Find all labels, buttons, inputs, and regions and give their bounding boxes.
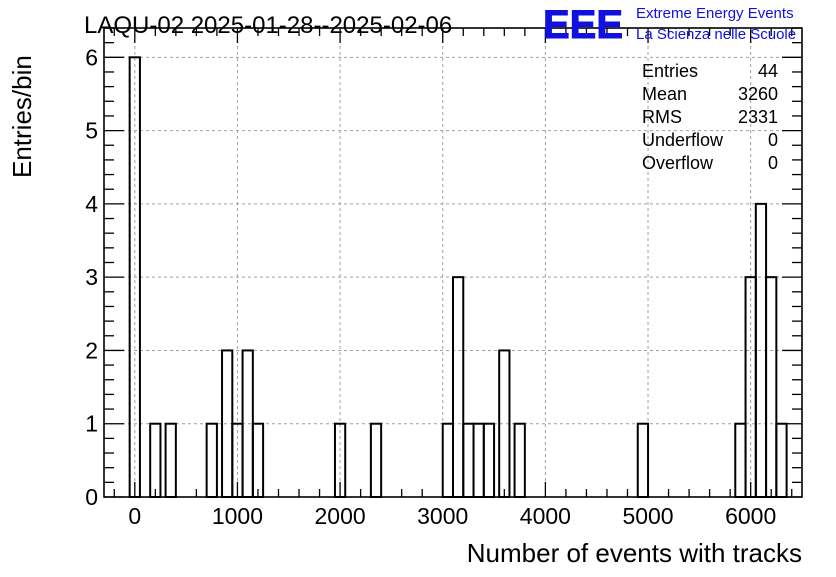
histogram-bar <box>452 276 465 498</box>
histogram-bar <box>636 422 650 498</box>
x-tick-label: 4000 <box>520 503 571 529</box>
eee-logo-text: EEE <box>543 3 623 47</box>
y-tick-label: 2 <box>85 337 98 363</box>
histogram-bar <box>441 422 454 498</box>
x-axis-label: Number of events with tracks <box>467 538 802 568</box>
stat-label-entries: Entries <box>642 61 698 81</box>
y-tick-label: 0 <box>85 484 98 510</box>
stat-label-rms: RMS <box>642 107 682 127</box>
x-tick-label: 2000 <box>315 503 366 529</box>
y-tick-label: 1 <box>85 411 98 437</box>
stats-box: Entries 44 Mean 3260 RMS 2331 Underflow 0 Overfl… <box>642 61 778 173</box>
x-tick-label: 1000 <box>212 503 263 529</box>
logo-line-1: Extreme Energy Events <box>636 5 794 22</box>
y-tick-label: 3 <box>85 264 98 290</box>
histogram-bar <box>251 422 265 498</box>
histogram-bar <box>164 422 177 498</box>
y-tick-label: 5 <box>85 118 98 144</box>
histogram-bar <box>472 422 485 498</box>
stat-label-underflow: Underflow <box>642 130 724 150</box>
histogram-bar <box>205 422 218 498</box>
histogram-bar <box>765 276 778 498</box>
histogram-bar <box>149 422 162 498</box>
stat-value-mean: 3260 <box>738 84 778 104</box>
histogram-bar <box>369 422 383 498</box>
x-tick-label: 5000 <box>622 503 673 529</box>
histogram-bar <box>734 422 747 498</box>
chart-title: LAQU-02 2025-01-28--2025-02-06 <box>84 12 452 39</box>
y-tick-label: 4 <box>85 191 98 217</box>
axis-ticks <box>104 27 802 498</box>
histogram-bar <box>482 422 496 498</box>
x-tick-label: 3000 <box>417 503 468 529</box>
x-tick-label: 6000 <box>725 503 776 529</box>
eee-logo: EEE Extreme Energy Events La Scienza nel… <box>543 3 797 48</box>
stat-value-rms: 2331 <box>738 107 778 127</box>
y-tick-label: 6 <box>85 44 98 70</box>
stat-label-mean: Mean <box>642 84 687 104</box>
logo-line-2: La Scienza nelle Scuole <box>636 26 796 43</box>
axis-tick-labels: 0 1000 2000 3000 4000 5000 6000 0 1 2 3 4 5 6 <box>85 44 776 529</box>
stat-value-overflow: 0 <box>768 153 778 173</box>
y-axis-label: Entries/bin <box>7 55 37 178</box>
histogram-bar <box>513 422 526 498</box>
stat-label-overflow: Overflow <box>642 153 714 173</box>
stat-value-entries: 44 <box>758 61 778 81</box>
histogram-bar <box>462 422 475 498</box>
histogram-bar <box>775 422 788 498</box>
x-tick-label: 0 <box>128 503 141 529</box>
stat-value-underflow: 0 <box>768 130 778 150</box>
